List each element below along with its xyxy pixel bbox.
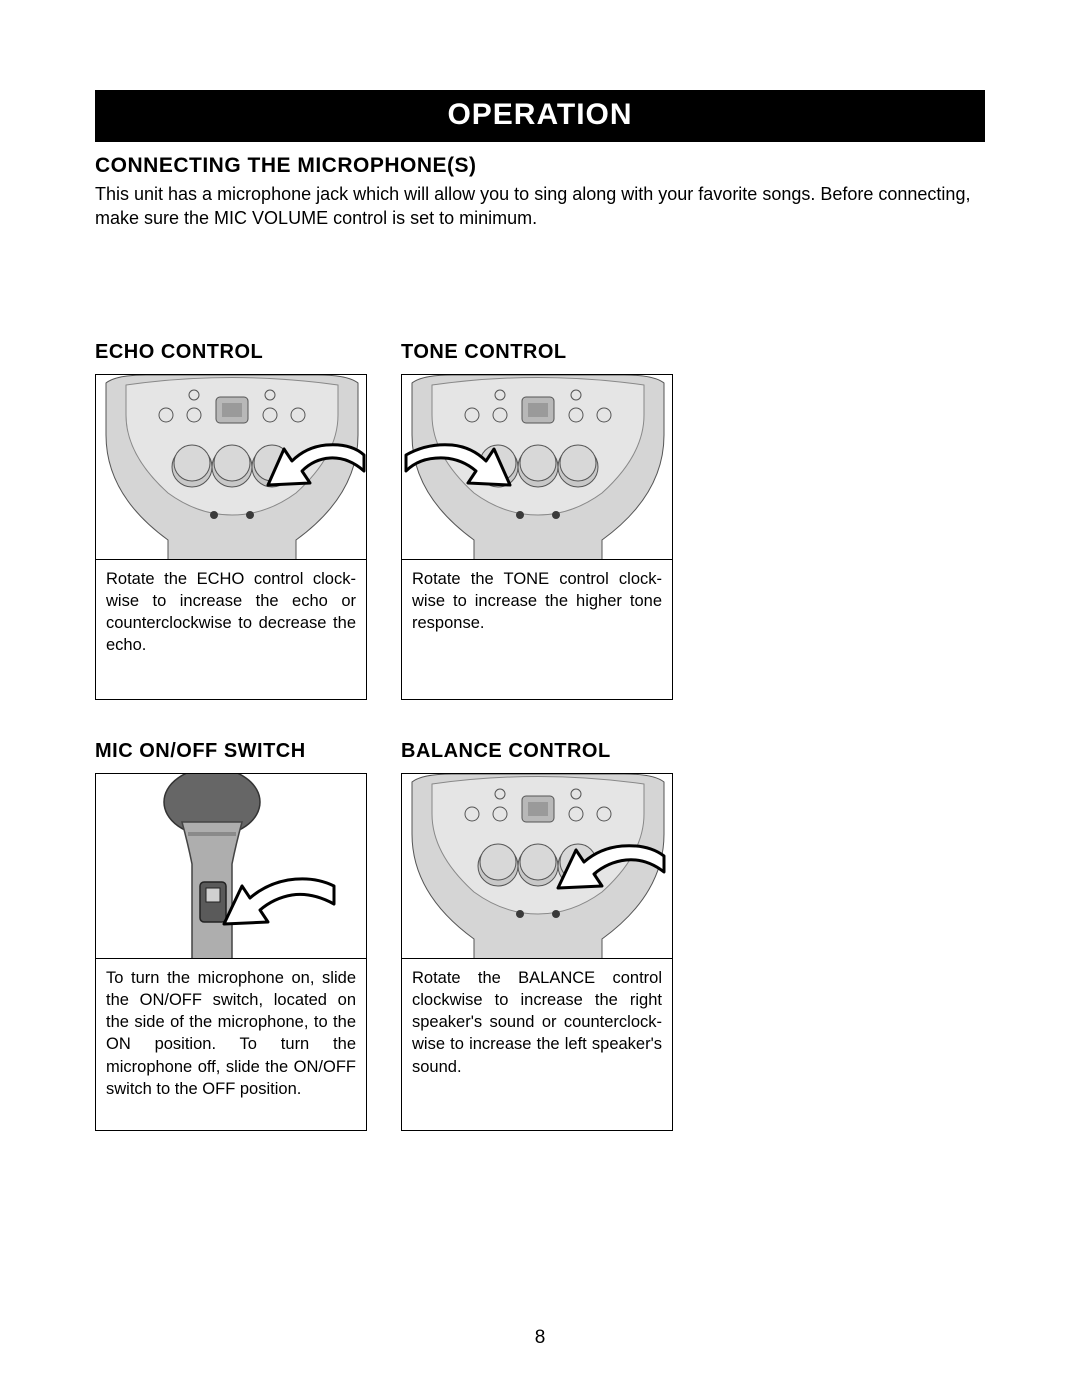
echo-heading: ECHO CONTROL — [95, 341, 367, 364]
microphone-illustration — [96, 774, 367, 959]
mic-cell: MIC ON/OFF SWITCH To turn the microphone… — [95, 740, 367, 1131]
device-top-illustration — [402, 375, 673, 560]
tone-figure — [401, 374, 673, 560]
balance-figure — [401, 773, 673, 959]
tone-cell: TONE CONTROL — [401, 341, 673, 700]
mic-caption: To turn the microphone on, slide the ON/… — [95, 959, 367, 1131]
connect-body: This unit has a microphone jack which wi… — [95, 182, 985, 231]
balance-caption: Rotate the BALANCE control clockwise to … — [401, 959, 673, 1131]
page-number: 8 — [0, 1327, 1080, 1349]
tone-caption: Rotate the TONE control clock­wise to in… — [401, 560, 673, 700]
balance-cell: BALANCE CONTROL — [401, 740, 673, 1131]
balance-heading: BALANCE CONTROL — [401, 740, 673, 763]
echo-cell: ECHO CONTROL — [95, 341, 367, 700]
mic-figure — [95, 773, 367, 959]
echo-figure — [95, 374, 367, 560]
connect-heading: CONNECTING THE MICROPHONE(S) — [95, 154, 985, 178]
arrow-icon — [224, 878, 334, 923]
device-top-illustration — [96, 375, 367, 560]
echo-caption: Rotate the ECHO control clock­wise to in… — [95, 560, 367, 700]
controls-grid: ECHO CONTROL — [95, 341, 985, 1131]
section-banner: OPERATION — [95, 90, 985, 142]
mic-heading: MIC ON/OFF SWITCH — [95, 740, 367, 763]
tone-heading: TONE CONTROL — [401, 341, 673, 364]
device-top-illustration — [402, 774, 673, 959]
